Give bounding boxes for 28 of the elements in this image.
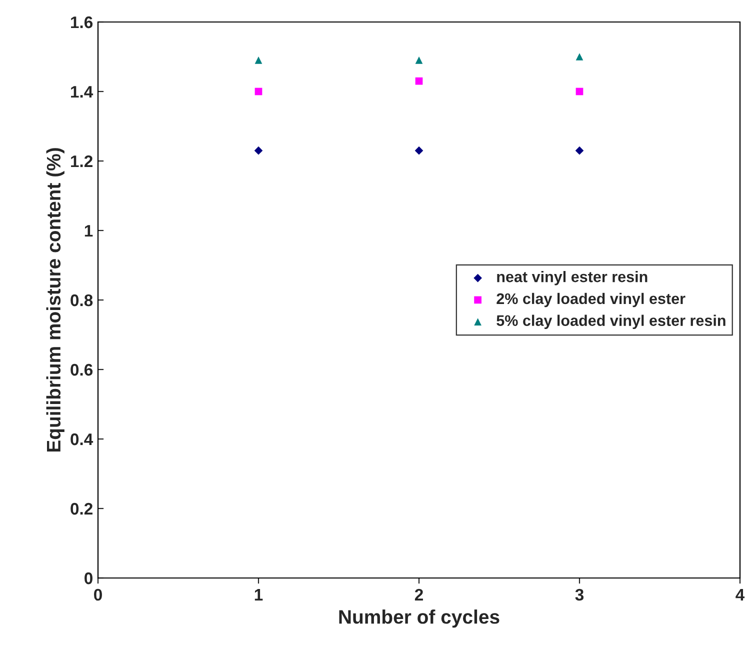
y-tick-label: 0.4 [70,433,94,446]
x-tick-label: 4 [736,589,745,600]
y-tick-label: 0.6 [70,364,93,376]
point [576,53,584,60]
y-tick-label: 0.8 [70,294,93,306]
point [254,146,263,155]
y-tick-label: 0.2 [70,502,92,515]
x-tick-label: 1 [254,589,263,600]
legend-label: neat vinyl ester resin [497,271,648,286]
point [414,146,424,155]
legend-label: 2% clay loaded vinyl ester [496,292,686,308]
point [415,77,423,85]
x-tick-label: 3 [575,588,584,601]
y-tick-label: 1 [84,225,93,237]
x-tick-label: 2 [414,588,423,600]
point [576,88,584,96]
y-tick-label: 1.2 [71,155,92,168]
point [415,56,423,64]
point [575,146,584,155]
legend-label: 5% clay loaded vinyl ester resin [496,314,726,329]
point [254,88,262,96]
y-tick-label: 1.6 [71,16,93,28]
x-tick-label: 0 [94,588,102,601]
point [254,56,262,64]
x-axis-title: Number of cycles [339,610,500,628]
y-tick-label: 1.4 [71,86,94,98]
y-tick-label: 0 [84,572,92,584]
y-axis-title: Equilibrium moisture content (%) [46,148,64,452]
